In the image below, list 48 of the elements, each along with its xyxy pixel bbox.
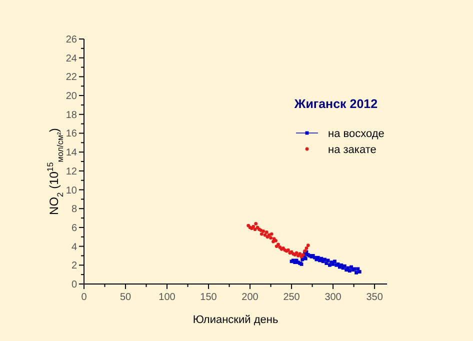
legend-title: Жиганск 2012 <box>293 97 378 111</box>
y-tick-label: 22 <box>66 72 78 84</box>
y-tick-label: 8 <box>71 204 78 216</box>
y-tick-label: 16 <box>66 128 78 140</box>
x-tick-label: 100 <box>158 292 176 303</box>
point <box>254 222 258 226</box>
point <box>269 236 272 240</box>
legend-label: на закате <box>328 144 376 156</box>
x-tick-label: 250 <box>283 292 300 303</box>
point <box>324 262 328 265</box>
point <box>253 228 257 232</box>
y-tick-label: 18 <box>66 110 78 121</box>
x-tick-label: 200 <box>242 292 259 303</box>
point <box>333 260 336 264</box>
y-tick-label: 0 <box>71 280 78 290</box>
point <box>263 233 267 237</box>
x-tick-label: 350 <box>366 292 384 303</box>
point <box>356 267 360 271</box>
point <box>274 238 278 242</box>
point <box>328 263 332 267</box>
point <box>348 269 352 273</box>
legend-label: на восходе <box>328 128 384 140</box>
y-tick-label: 6 <box>71 222 78 234</box>
y-tick-label: 12 <box>66 166 78 178</box>
point <box>260 232 264 236</box>
point <box>306 244 310 248</box>
x-tick-label: 0 <box>81 292 88 303</box>
point <box>298 252 302 256</box>
point <box>294 251 298 255</box>
point <box>262 230 266 233</box>
x-tick-label: 50 <box>120 292 132 303</box>
y-tick-label: 26 <box>66 34 78 46</box>
point <box>354 270 358 274</box>
point <box>304 246 308 250</box>
y-tick-label: 4 <box>71 242 78 253</box>
point <box>326 258 330 262</box>
point <box>264 230 268 234</box>
y-tick-label: 20 <box>66 91 78 102</box>
y-tick-label: 10 <box>66 185 78 196</box>
y-tick-label: 24 <box>66 53 78 64</box>
point <box>304 256 308 260</box>
x-tick-label: 150 <box>200 292 218 303</box>
y-tick-label: 2 <box>71 260 78 272</box>
point <box>358 270 362 274</box>
point <box>270 232 274 236</box>
x-axis-title: Юлианский день <box>192 314 278 326</box>
y-tick-label: 14 <box>66 148 78 159</box>
x-tick-label: 300 <box>324 292 342 303</box>
